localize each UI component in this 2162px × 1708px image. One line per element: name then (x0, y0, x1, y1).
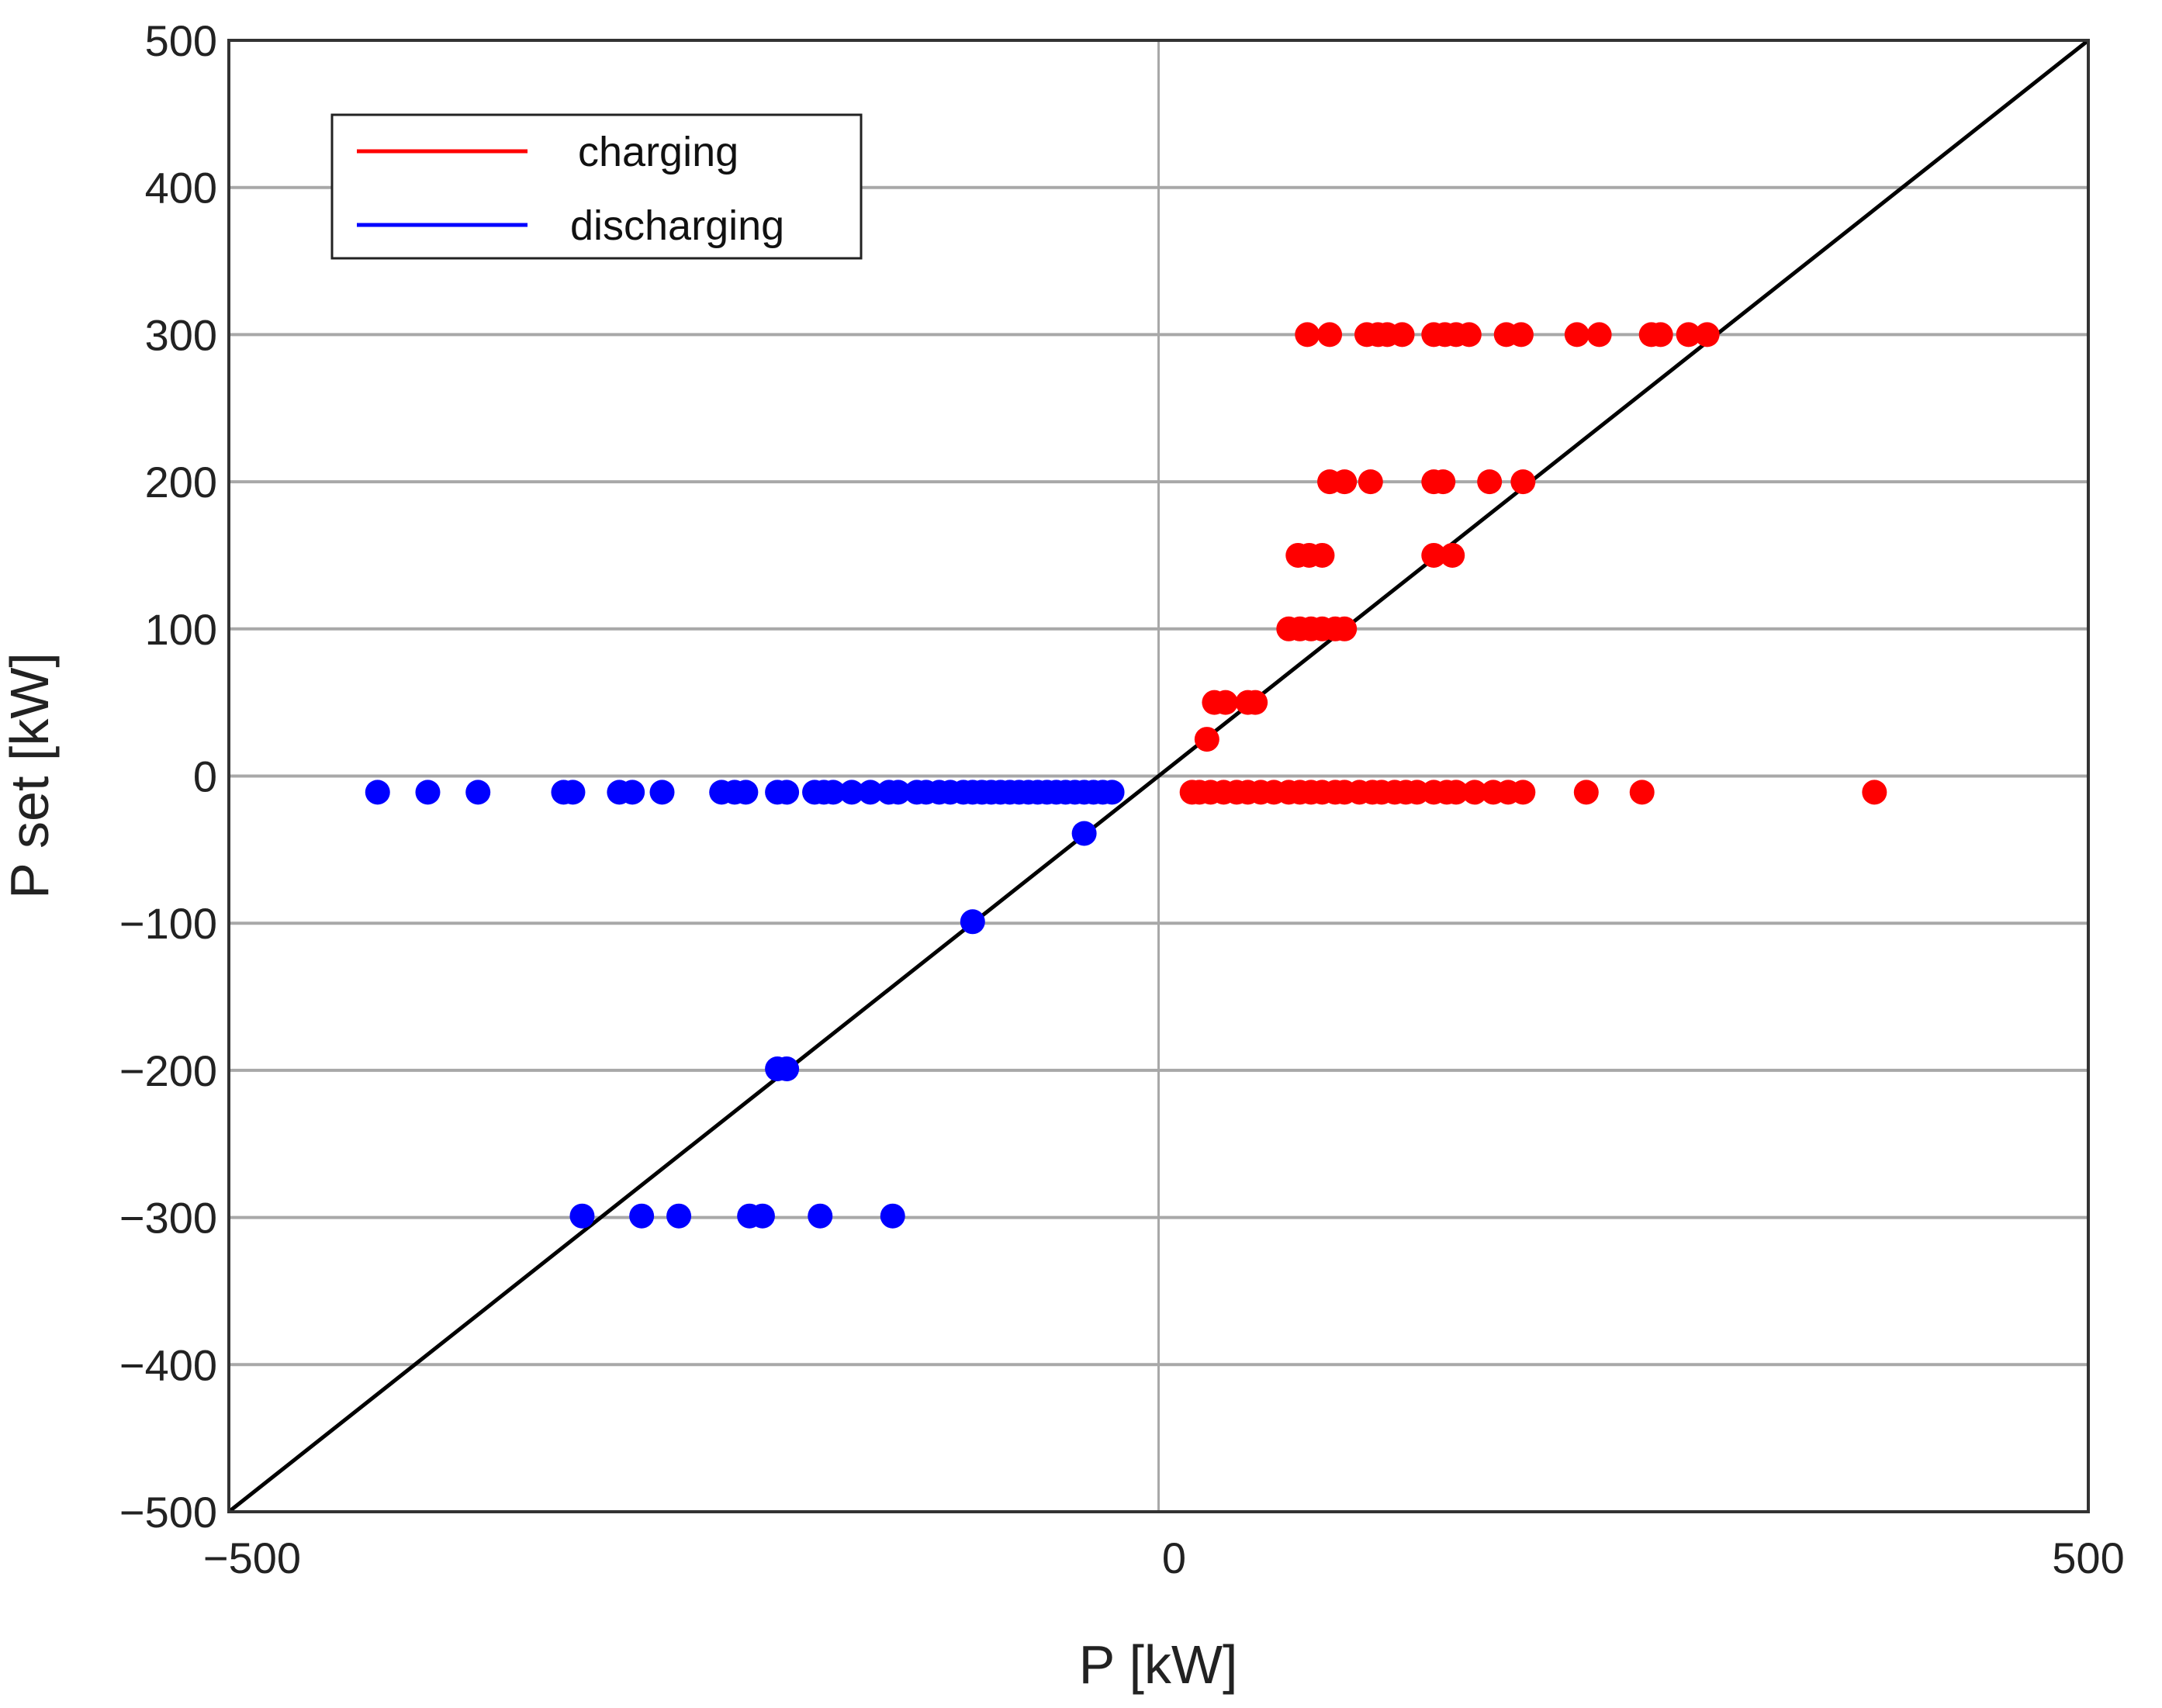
charging-point (1194, 727, 1219, 752)
charging-point (1510, 780, 1536, 805)
charging-point (1389, 322, 1415, 347)
legend-label-charging: charging (578, 129, 739, 175)
charging-point (1676, 322, 1701, 347)
discharging-point (839, 780, 864, 805)
plot-frame (227, 39, 2090, 1513)
discharging-point (885, 780, 911, 805)
charging-point (1586, 322, 1612, 347)
legend: charging discharging (330, 113, 863, 260)
charging-point (1421, 542, 1447, 568)
tick-labels: 500 400 300 200 100 0 −100 −200 −300 −400 −500−500… (119, 16, 2125, 1582)
discharging-point (821, 780, 846, 805)
charging-point (1694, 322, 1720, 347)
legend-box (330, 113, 863, 260)
y-axis-label: P set [kW] (0, 652, 60, 899)
charging-point (1508, 322, 1534, 347)
discharging-point (774, 780, 800, 805)
discharging-point (649, 780, 675, 805)
discharging-point (560, 780, 586, 805)
charging-point (1573, 780, 1599, 805)
x-tick-label: 500 (2052, 1533, 2124, 1582)
y-tick-label: 200 (145, 458, 217, 507)
charging-point (1332, 469, 1358, 495)
discharging-point (960, 909, 985, 935)
discharging-point (620, 780, 645, 805)
charging-point (1444, 780, 1469, 805)
discharging-point (857, 780, 883, 805)
y-tick-label: 0 (193, 752, 217, 801)
charging-point (1440, 542, 1465, 568)
discharging-point (365, 780, 390, 805)
y-tick-label: −400 (119, 1340, 217, 1389)
charging-point (1477, 469, 1503, 495)
charging-point (1358, 469, 1383, 495)
discharging-point (774, 1056, 800, 1082)
charging-point (1629, 780, 1655, 805)
discharging-point (465, 780, 491, 805)
data-points (365, 322, 1887, 1229)
y-tick-label: −100 (119, 899, 217, 948)
y-tick-label: 300 (145, 310, 217, 359)
discharging-point (749, 1203, 775, 1229)
x-tick-label: 0 (1162, 1533, 1186, 1582)
discharging-point (569, 1203, 595, 1229)
discharging-point (808, 1203, 833, 1229)
x-tick-label: −500 (203, 1533, 301, 1582)
x-axis-label: P [kW] (1079, 1634, 1238, 1695)
grid (229, 40, 2088, 1512)
charging-point (1317, 322, 1343, 347)
charging-point (1564, 322, 1590, 347)
charging-point (1462, 780, 1487, 805)
charging-point (1648, 322, 1673, 347)
discharging-point (629, 1203, 655, 1229)
charging-point (1456, 322, 1482, 347)
charging-point (1309, 542, 1335, 568)
legend-label-discharging: discharging (570, 202, 784, 249)
charging-point (1430, 469, 1456, 495)
y-tick-label: −300 (119, 1194, 217, 1243)
y-tick-label: 400 (145, 164, 217, 213)
y-tick-label: 500 (145, 16, 217, 65)
discharging-point (1099, 780, 1125, 805)
reference-line (227, 39, 2090, 1513)
discharging-point (733, 780, 759, 805)
discharging-point (880, 1203, 905, 1229)
y-tick-label: 100 (145, 605, 217, 654)
series-discharging (365, 780, 1125, 1229)
charging-point (1332, 616, 1358, 641)
charging-point (1510, 469, 1536, 495)
charging-point (1243, 690, 1268, 715)
y-tick-label: −500 (119, 1488, 217, 1537)
reference-line-layer (227, 39, 2090, 1513)
y-tick-label: −200 (119, 1046, 217, 1095)
charging-point (1862, 780, 1887, 805)
discharging-point (1071, 821, 1097, 846)
series-charging (1179, 322, 1887, 805)
charging-point (1212, 690, 1238, 715)
discharging-point (415, 780, 441, 805)
charging-point (1295, 322, 1320, 347)
discharging-point (666, 1203, 692, 1229)
